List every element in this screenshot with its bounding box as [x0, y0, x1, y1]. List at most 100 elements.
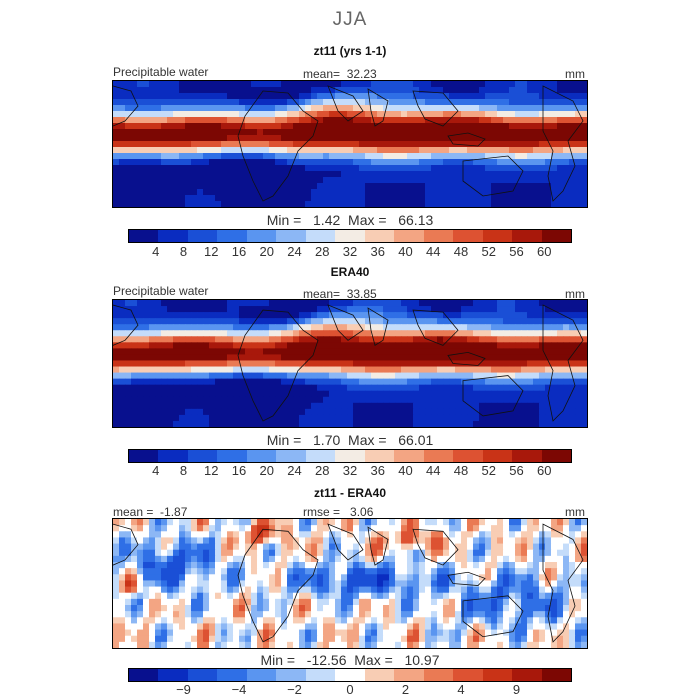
field-cell	[317, 555, 324, 563]
field-cell	[239, 611, 246, 618]
field-cell	[551, 372, 558, 380]
field-cell	[485, 384, 492, 392]
field-cell	[287, 177, 294, 184]
field-cell	[251, 99, 258, 106]
field-cell	[401, 611, 408, 618]
field-cell	[575, 141, 582, 148]
field-cell	[455, 402, 462, 410]
field-cell	[539, 623, 546, 631]
field-cell	[173, 201, 180, 207]
field-cell	[329, 384, 336, 392]
field-cell	[359, 543, 366, 551]
field-cell	[335, 531, 342, 538]
field-cell	[161, 598, 168, 606]
field-cell	[323, 111, 330, 118]
field-cell	[347, 562, 354, 569]
field-cell	[125, 562, 132, 569]
field-cell	[191, 543, 198, 551]
field-cell	[569, 354, 576, 361]
colorbar-swatch	[423, 230, 454, 242]
field-cell	[311, 360, 318, 368]
field-cell	[359, 183, 366, 190]
field-cell	[569, 605, 576, 612]
field-cell	[485, 141, 492, 148]
field-cell	[179, 586, 186, 594]
colorbar-swatch	[394, 230, 424, 242]
field-cell	[323, 420, 330, 427]
field-cell	[113, 117, 120, 124]
field-cell	[437, 408, 444, 416]
field-cell	[515, 117, 522, 124]
field-cell	[335, 183, 342, 190]
field-cell	[545, 598, 552, 606]
field-cell	[323, 99, 330, 106]
field-cell	[197, 598, 204, 606]
field-cell	[533, 580, 540, 588]
field-cell	[473, 129, 480, 136]
field-cell	[275, 568, 282, 575]
field-cell	[275, 420, 282, 427]
field-cell	[467, 117, 474, 124]
field-cell	[335, 165, 342, 172]
coastline	[447, 351, 486, 366]
field-cell	[275, 306, 282, 313]
field-cell	[575, 531, 582, 538]
field-cell	[509, 99, 516, 106]
field-cell	[257, 159, 264, 166]
field-cell	[365, 129, 372, 136]
field-cell	[509, 605, 516, 612]
field-cell	[377, 580, 384, 588]
field-cell	[215, 390, 222, 398]
field-cell	[485, 159, 492, 166]
field-cell	[125, 568, 132, 575]
field-cell	[527, 555, 534, 563]
field-cell	[305, 141, 312, 148]
field-cell	[365, 396, 372, 404]
field-cell	[377, 141, 384, 148]
field-cell	[257, 635, 264, 643]
field-cell	[149, 336, 156, 343]
field-cell	[503, 605, 510, 612]
field-cell	[509, 81, 516, 88]
field-cell	[509, 623, 516, 631]
field-cell	[179, 342, 186, 349]
field-cell	[269, 93, 276, 100]
field-cell	[485, 598, 492, 606]
field-cell	[275, 123, 282, 130]
field-cell	[167, 384, 174, 392]
field-cell	[239, 354, 246, 361]
field-cell	[227, 87, 234, 94]
field-cell	[533, 354, 540, 361]
field-cell	[539, 336, 546, 343]
field-cell	[449, 300, 456, 307]
field-cell	[155, 105, 162, 112]
field-cell	[371, 201, 378, 207]
field-cell	[161, 623, 168, 631]
field-cell	[245, 525, 252, 532]
field-cell	[233, 372, 240, 380]
field-cell	[401, 537, 408, 545]
field-cell	[131, 378, 138, 386]
field-cell	[119, 147, 126, 154]
field-cell	[545, 568, 552, 575]
field-cell	[245, 549, 252, 557]
field-cell	[389, 519, 396, 526]
field-cell	[131, 592, 138, 600]
field-cell	[299, 531, 306, 538]
field-cell	[467, 562, 474, 569]
field-cell	[191, 147, 198, 154]
field-cell	[413, 306, 420, 313]
field-cell	[551, 396, 558, 404]
field-cell	[203, 177, 210, 184]
field-cell	[371, 611, 378, 618]
field-cell	[215, 354, 222, 361]
field-cell	[557, 402, 564, 410]
field-cell	[263, 171, 270, 178]
field-cell	[491, 99, 498, 106]
field-cell	[515, 420, 522, 427]
field-cell	[197, 195, 204, 202]
field-cell	[485, 549, 492, 557]
field-cell	[443, 81, 450, 88]
field-cell	[509, 111, 516, 118]
field-cell	[455, 635, 462, 643]
